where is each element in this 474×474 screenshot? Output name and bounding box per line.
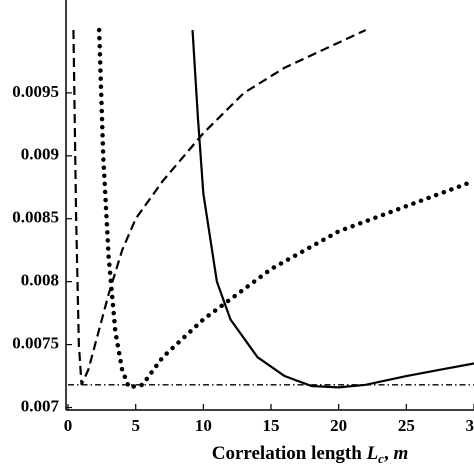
y-tick-label: 0.008 — [21, 271, 59, 290]
x-tick-label: 20 — [330, 416, 347, 435]
y-tick-label: 0.0095 — [12, 82, 59, 101]
x-tick-label: 0 — [64, 416, 73, 435]
x-label-unit: m — [393, 443, 408, 464]
x-label-sub: c — [378, 451, 384, 466]
x-axis-label: Correlation length Lc, m — [212, 443, 408, 466]
x-tick-label: 30 — [466, 416, 474, 435]
y-tick-label: 0.007 — [21, 396, 60, 415]
x-label-sep: , — [384, 443, 394, 464]
series-line — [96, 27, 474, 390]
x-tick-label: 10 — [195, 416, 212, 435]
plot-area — [68, 27, 474, 390]
y-tick-label: 0.009 — [21, 145, 59, 164]
x-label-text: Correlation length — [212, 443, 367, 464]
y-tick-label: 0.0075 — [12, 333, 59, 352]
x-label-var: L — [366, 443, 379, 464]
y-tick-label: 0.0085 — [12, 208, 59, 227]
x-tick-label: 5 — [131, 416, 140, 435]
series-line — [72, 29, 367, 386]
x-tick-label: 25 — [398, 416, 415, 435]
series-line — [191, 29, 474, 389]
x-tick-label: 15 — [263, 416, 280, 435]
